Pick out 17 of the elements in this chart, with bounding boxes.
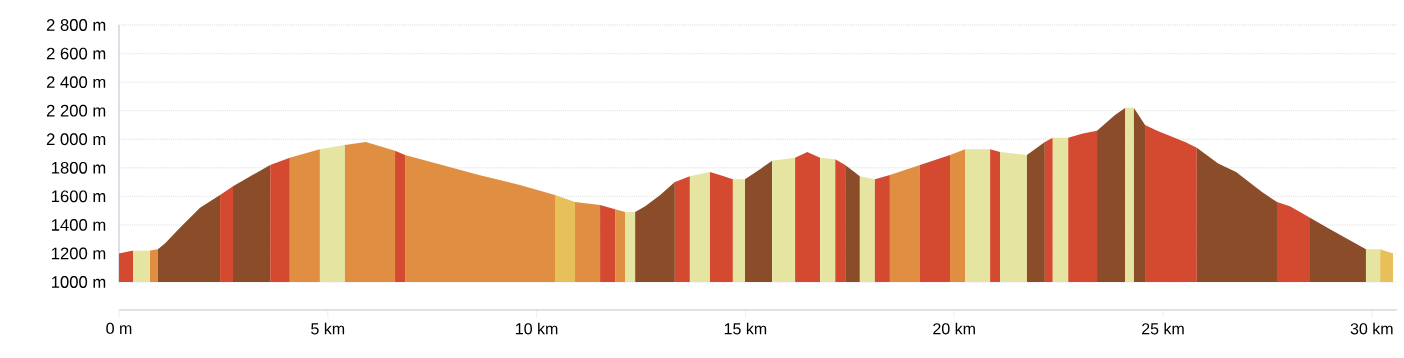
- y-tick-label: 1200 m: [51, 247, 106, 260]
- x-tick-label: 20 km: [933, 322, 975, 335]
- x-tick-label: 5 km: [311, 322, 345, 335]
- y-tick-label: 1800 m: [51, 161, 106, 174]
- y-tick-label: 1600 m: [51, 190, 106, 203]
- y-tick-label: 1000 m: [51, 276, 106, 288]
- x-tick-label: 25 km: [1142, 322, 1184, 335]
- x-tick-label: 30 km: [1350, 322, 1393, 335]
- x-tick-label: 0 m: [106, 322, 132, 335]
- y-tick-label: 2 200 m: [46, 104, 106, 117]
- y-tick-label: 1400 m: [51, 219, 106, 231]
- x-tick-label: 10 km: [516, 322, 558, 335]
- y-tick-label: 2 800 m: [46, 19, 106, 31]
- y-tick-label: 2 400 m: [46, 76, 106, 89]
- y-tick-label: 2 600 m: [46, 47, 106, 60]
- y-tick-label: 2 000 m: [46, 133, 106, 146]
- x-tick-label: 15 km: [724, 322, 767, 335]
